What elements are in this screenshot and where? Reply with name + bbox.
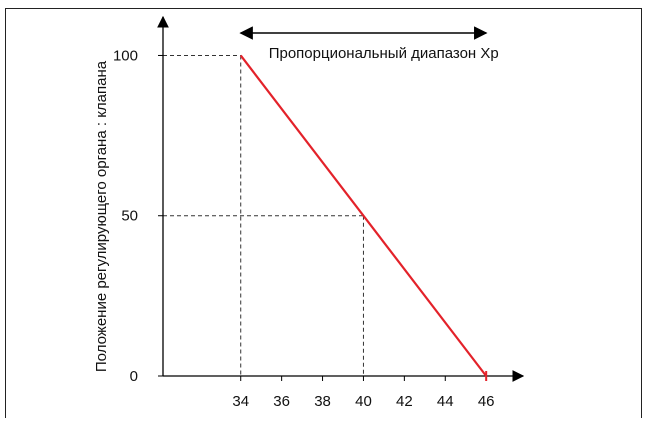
y-axis-label: Положение регулирующего органа : клапана — [93, 60, 110, 372]
x-tick-label-34: 34 — [232, 393, 249, 410]
y-tick-label-50: 50 — [121, 208, 138, 225]
figure-frame — [5, 8, 642, 418]
series-line-0 — [239, 54, 488, 377]
range-annotation: Пропорциональный диапазон Xp — [239, 26, 499, 62]
x-ticks: 34 36 38 40 42 44 46 — [232, 376, 495, 410]
x-tick-label-46: 46 — [478, 393, 495, 410]
series-lines — [239, 54, 488, 381]
y-tick-label-100: 100 — [113, 47, 138, 64]
y-ticks: 0 50 100 — [113, 47, 163, 385]
x-tick-label-44: 44 — [437, 393, 454, 410]
guide-lines — [163, 54, 364, 376]
range-label: Пропорциональный диапазон Xp — [269, 45, 499, 62]
x-tick-label-38: 38 — [314, 393, 331, 410]
x-tick-label-36: 36 — [273, 393, 290, 410]
y-tick-label-0: 0 — [130, 368, 138, 385]
axes — [157, 15, 525, 382]
x-tick-label-42: 42 — [396, 393, 413, 410]
x-tick-label-40: 40 — [355, 393, 372, 410]
